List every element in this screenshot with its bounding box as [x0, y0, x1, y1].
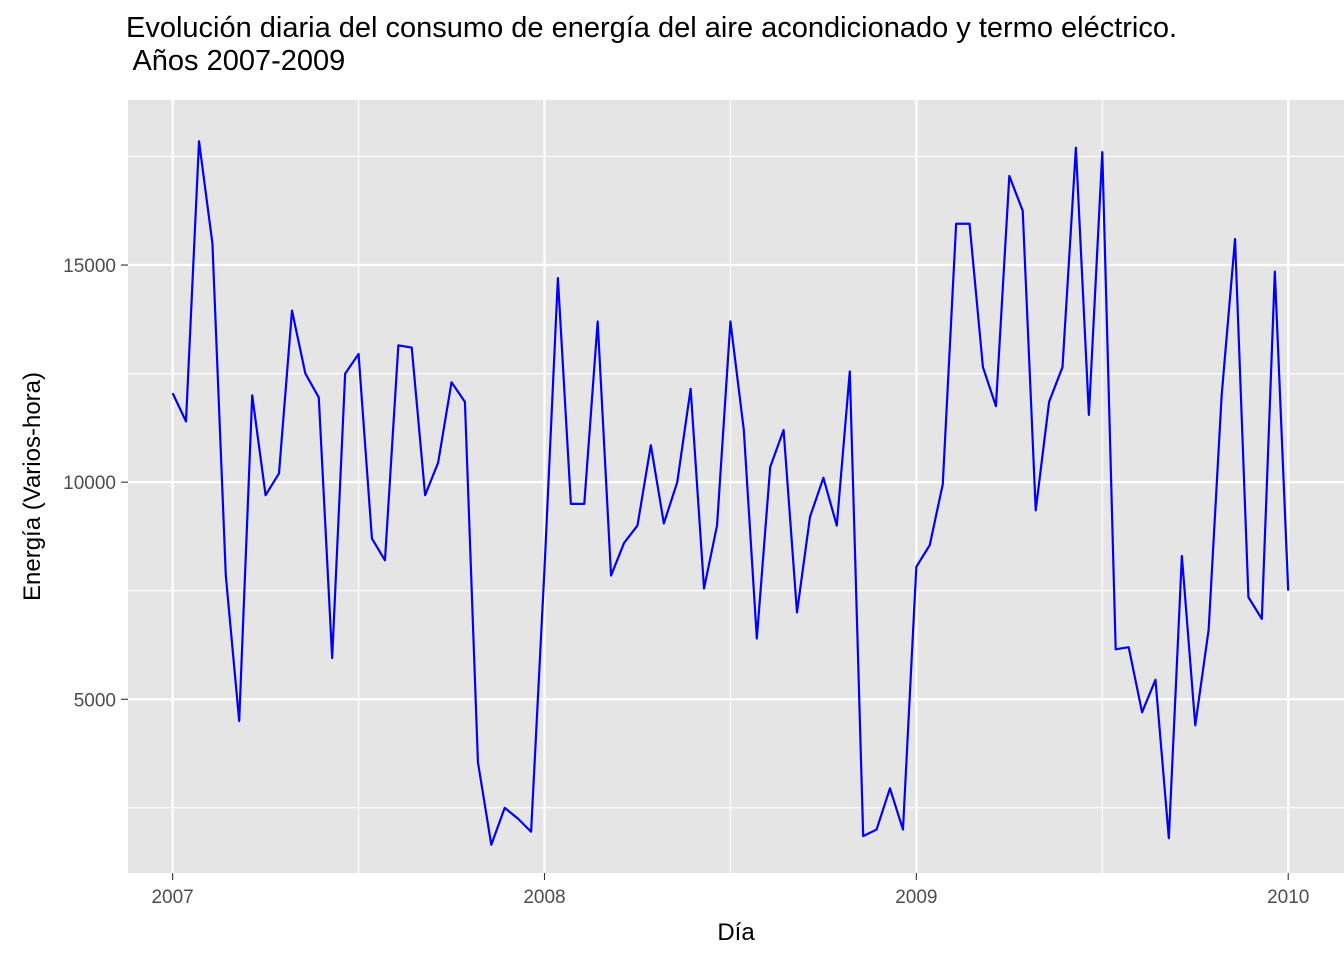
- series-line-1: [171, 140, 1290, 846]
- plot-panel: [128, 100, 1344, 873]
- major-gridlines: [128, 100, 1344, 873]
- y-tick-label: 15000: [63, 256, 116, 277]
- chart-title: Evolución diaria del consumo de energía …: [126, 12, 1178, 77]
- x-tick-label: 2009: [895, 887, 937, 908]
- x-axis: 2007 2008 2009 2010: [151, 873, 1309, 908]
- y-tick-label: 10000: [63, 473, 116, 494]
- minor-gridlines: [128, 100, 1344, 873]
- x-tick-label: 2008: [523, 887, 565, 908]
- x-tick-label: 2007: [151, 887, 193, 908]
- x-tick-label: 2010: [1267, 887, 1309, 908]
- y-axis-title: Energía (Varios-hora): [19, 372, 46, 601]
- y-tick-label: 5000: [74, 690, 116, 711]
- series-layer: [171, 140, 1290, 846]
- x-axis-title: Día: [717, 919, 755, 946]
- y-axis: 5000 10000 15000: [63, 256, 128, 711]
